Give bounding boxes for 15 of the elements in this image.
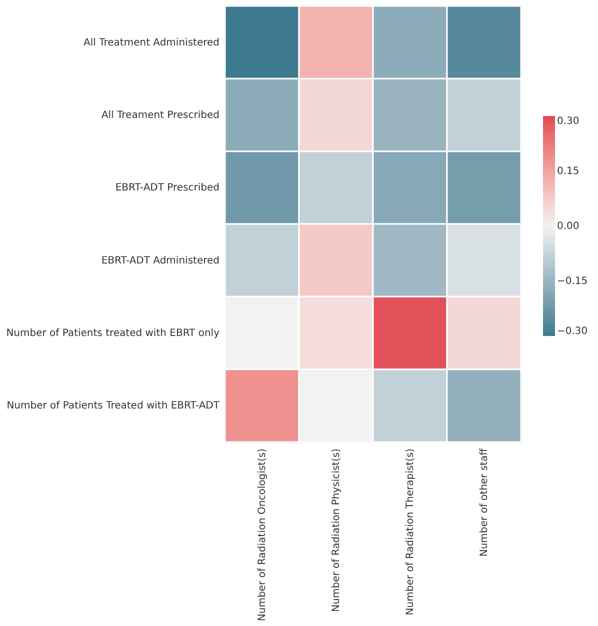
color-bar-label: 0.00 [557, 221, 580, 232]
color-bar-label: −0.30 [557, 326, 588, 337]
x-tick-label: Number of Radiation Physicist(s) [331, 448, 342, 612]
y-tick-label: Number of Patients Treated with EBRT-ADT [6, 400, 220, 412]
x-tick-label: Number of Radiation Therapist(s) [405, 448, 416, 616]
x-tick-label: Number of other staff [479, 447, 490, 557]
color-bar-label: 0.30 [557, 116, 580, 127]
y-tick-label: EBRT-ADT Administered [101, 255, 220, 266]
x-tick-label: Number of Radiation Oncologist(s) [257, 448, 268, 622]
color-bar-label: −0.15 [557, 276, 588, 287]
y-tick-label: Number of Patients treated with EBRT only [6, 328, 220, 339]
y-tick-label: EBRT-ADT Prescribed [115, 182, 220, 194]
y-tick-label: All Treatment Administered [84, 37, 220, 48]
y-tick-label: All Treament Prescribed [101, 110, 220, 121]
color-bar-label: 0.15 [557, 166, 580, 177]
